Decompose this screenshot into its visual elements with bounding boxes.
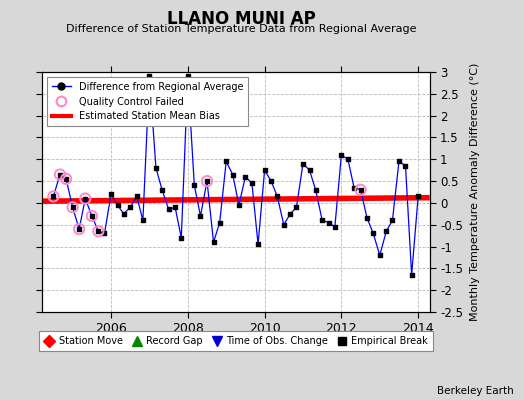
Point (388, 217, 397, 224)
Point (324, 219, 333, 226)
Y-axis label: Monthly Temperature Anomaly Difference (°C): Monthly Temperature Anomaly Difference (… (470, 63, 480, 321)
Point (414, 193, 422, 200)
Point (113, 202, 122, 208)
Point (350, 184, 358, 191)
Point (363, 215, 372, 221)
Point (235, 202, 243, 208)
Legend: Difference from Regional Average, Quality Control Failed, Estimated Station Mean: Difference from Regional Average, Qualit… (47, 77, 248, 126)
Point (222, 158, 231, 165)
Point (286, 211, 294, 217)
Point (100, 230, 108, 237)
Point (376, 252, 384, 258)
Point (369, 230, 377, 237)
Point (126, 204, 135, 210)
Point (215, 219, 224, 226)
Point (69, 204, 77, 210)
Point (273, 193, 281, 200)
Point (81, 195, 90, 202)
Text: LLANO MUNI AP: LLANO MUNI AP (167, 10, 315, 28)
Point (356, 187, 365, 193)
Point (299, 160, 307, 167)
Point (241, 174, 249, 180)
Point (254, 241, 262, 248)
Point (344, 156, 352, 162)
Point (260, 167, 269, 173)
Point (318, 217, 326, 224)
Point (56, 171, 64, 178)
Point (408, 272, 416, 278)
Point (190, 182, 199, 189)
Text: Difference of Station Temperature Data from Regional Average: Difference of Station Temperature Data f… (66, 24, 416, 34)
Point (337, 152, 345, 158)
Point (62, 176, 70, 182)
Point (107, 191, 115, 197)
Point (228, 171, 237, 178)
Point (356, 187, 365, 193)
Point (382, 228, 390, 234)
Point (62, 176, 70, 182)
Point (267, 178, 275, 184)
Legend: Station Move, Record Gap, Time of Obs. Change, Empirical Break: Station Move, Record Gap, Time of Obs. C… (39, 331, 433, 351)
Point (94, 228, 103, 234)
Text: Berkeley Earth: Berkeley Earth (437, 386, 514, 396)
Point (203, 178, 211, 184)
Point (311, 187, 320, 193)
Point (88, 213, 96, 219)
Point (331, 224, 339, 230)
Point (210, 239, 218, 245)
Point (69, 204, 77, 210)
Point (395, 158, 403, 165)
Point (165, 206, 173, 213)
Point (81, 195, 90, 202)
Point (292, 204, 301, 210)
Point (133, 193, 141, 200)
Point (94, 228, 103, 234)
Point (401, 163, 410, 169)
Point (139, 217, 147, 224)
Point (305, 167, 314, 173)
Point (49, 193, 58, 200)
Point (177, 235, 185, 241)
Point (75, 226, 83, 232)
Point (49, 193, 58, 200)
Point (56, 171, 64, 178)
Point (88, 213, 96, 219)
Point (203, 178, 211, 184)
Point (152, 165, 160, 171)
Point (196, 213, 205, 219)
Point (75, 226, 83, 232)
Point (158, 187, 166, 193)
Point (171, 204, 179, 210)
Point (119, 211, 128, 217)
Point (145, 73, 154, 80)
Point (280, 222, 288, 228)
Point (183, 73, 192, 80)
Point (248, 180, 256, 186)
